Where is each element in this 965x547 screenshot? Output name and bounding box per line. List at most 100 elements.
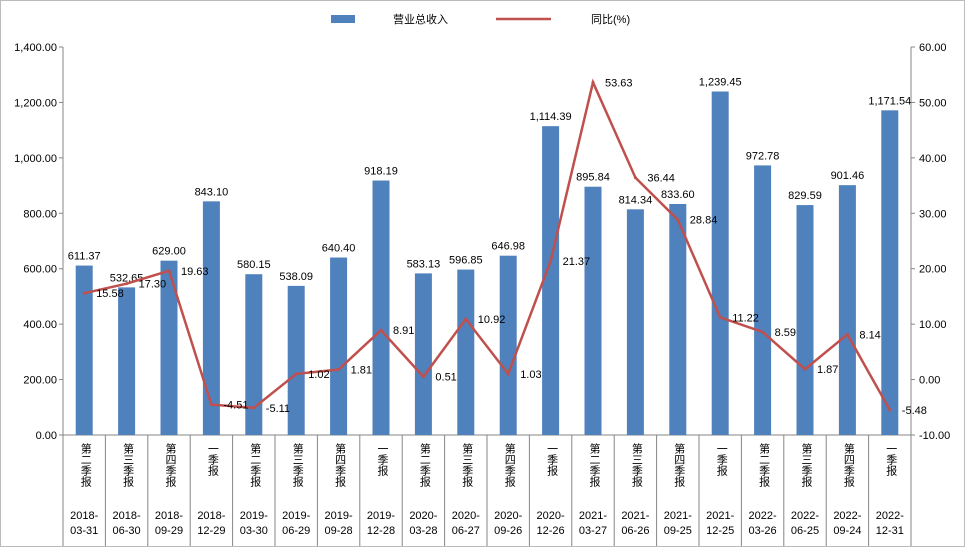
quarter-label: 第三季报 [291, 443, 304, 487]
right-tick-label: 20.00 [919, 264, 947, 276]
revenue-bar [245, 274, 263, 435]
right-tick-label: 60.00 [919, 42, 947, 54]
yoy-data-label: 8.14 [859, 329, 880, 341]
left-tick-label: 400.00 [23, 319, 57, 331]
right-tick-label: 40.00 [919, 153, 947, 165]
right-tick-label: 30.00 [919, 208, 947, 220]
date-label: 2018- 06-30 [112, 510, 141, 537]
quarter-label: 第三季报 [121, 443, 134, 487]
date-label: 2021- 09-25 [663, 510, 692, 537]
revenue-bar [626, 209, 644, 435]
revenue-bar [881, 110, 899, 436]
quarter-label: 第二季报 [248, 443, 261, 487]
legend-revenue-label: 营业总收入 [393, 12, 448, 26]
date-label: 2020- 09-26 [494, 510, 523, 537]
right-tick-label: 10.00 [919, 319, 947, 331]
revenue-data-label: 895.84 [576, 172, 610, 184]
revenue-data-label: 1,114.39 [530, 111, 572, 123]
quarter-label: 一季报 [545, 443, 558, 476]
revenue-data-label: 918.19 [364, 166, 398, 178]
revenue-bar [372, 180, 390, 435]
date-label: 2019- 09-28 [324, 510, 353, 537]
left-tick-label: 800.00 [23, 208, 57, 220]
revenue-data-label: 829.59 [788, 190, 822, 202]
yoy-point [209, 403, 213, 407]
date-label: 2021- 03-27 [578, 510, 608, 537]
date-label: 2018- 03-31 [70, 510, 99, 537]
yoy-data-label: 19.63 [181, 266, 209, 278]
revenue-bar [414, 273, 432, 435]
revenue-bar [796, 205, 814, 435]
revenue-bar [542, 126, 560, 435]
quarter-label: 第四季报 [672, 443, 685, 487]
revenue-bar [584, 186, 602, 435]
yoy-point [379, 328, 383, 332]
legend-revenue-swatch [331, 15, 355, 23]
revenue-bar [838, 185, 856, 435]
yoy-data-label: -4.51 [223, 400, 248, 412]
revenue-bar [711, 91, 729, 435]
yoy-data-label: 28.84 [690, 215, 718, 227]
yoy-line [83, 78, 891, 411]
revenue-bar [118, 287, 136, 435]
left-tick-label: 1,400.00 [14, 42, 57, 54]
date-label: 2021- 12-25 [706, 510, 735, 537]
quarter-label: 第四季报 [503, 443, 516, 487]
revenue-data-label: 972.78 [746, 150, 780, 162]
date-label: 2022- 09-24 [833, 510, 862, 537]
yoy-point [633, 176, 637, 180]
quarter-label: 第四季报 [164, 443, 176, 487]
date-label: 2020- 12-26 [536, 510, 565, 537]
date-label: 2019- 12-28 [366, 510, 396, 537]
left-tick-label: 600.00 [23, 264, 57, 276]
quarter-label: 一季报 [715, 443, 728, 476]
yoy-point [718, 315, 722, 319]
date-label: 2021- 06-26 [621, 510, 650, 537]
yoy-point [549, 259, 553, 263]
revenue-bar [75, 265, 93, 435]
revenue-data-label: 843.10 [195, 186, 229, 198]
yoy-point [464, 317, 468, 321]
quarter-label: 第二季报 [418, 443, 431, 487]
quarter-label: 第三季报 [800, 443, 812, 487]
yoy-point [761, 330, 765, 334]
left-tick-label: 1,200.00 [14, 97, 57, 109]
date-label: 2018- 09-29 [154, 510, 184, 537]
revenue-data-label: 538.09 [279, 271, 313, 283]
revenue-data-label: 611.37 [68, 251, 101, 263]
quarter-label: 第三季报 [460, 443, 473, 487]
right-tick-label: 50.00 [919, 97, 947, 109]
yoy-data-label: 1.03 [520, 369, 541, 381]
revenue-data-label: 596.85 [449, 255, 483, 267]
revenue-bar [754, 165, 772, 435]
date-label: 2018- 12-29 [197, 510, 226, 537]
yoy-data-label: 36.44 [647, 173, 675, 185]
revenue-bar [287, 285, 305, 435]
yoy-data-label: -5.48 [902, 405, 927, 417]
quarter-label: 一季报 [376, 443, 388, 476]
yoy-point [421, 375, 425, 379]
date-label: 2019- 06-29 [282, 510, 311, 537]
quarter-label: 第四季报 [842, 443, 855, 487]
yoy-point [337, 368, 341, 372]
right-tick-label: -10.00 [919, 430, 950, 442]
legend-yoy-label: 同比(%) [591, 13, 630, 26]
yoy-point [888, 408, 892, 412]
revenue-data-label: 629.00 [152, 246, 186, 258]
yoy-data-label: 17.30 [139, 279, 167, 291]
revenue-bar [160, 260, 178, 435]
yoy-data-label: 53.63 [605, 77, 633, 89]
revenue-data-label: 833.60 [661, 189, 695, 201]
yoy-data-label: -5.11 [266, 403, 290, 415]
left-tick-label: 0.00 [36, 430, 57, 442]
revenue-data-label: 646.98 [491, 241, 525, 253]
yoy-data-label: 1.87 [817, 364, 838, 376]
date-label: 2022- 12-31 [875, 510, 904, 537]
quarter-label: 第二季报 [757, 443, 770, 487]
right-tick-label: 0.00 [919, 375, 940, 387]
date-label: 2019- 03-30 [239, 510, 268, 537]
revenue-data-label: 901.46 [831, 170, 865, 182]
yoy-data-label: 1.81 [351, 365, 372, 377]
left-tick-label: 1,000.00 [14, 153, 57, 165]
